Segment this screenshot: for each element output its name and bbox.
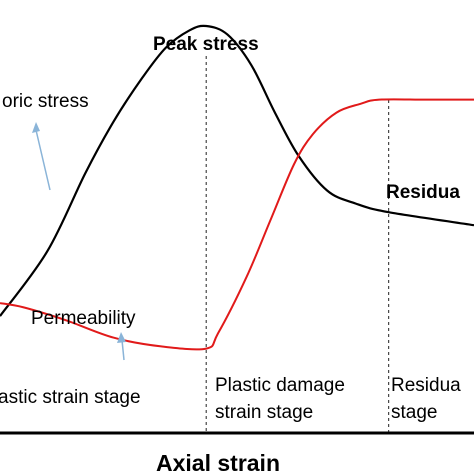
peak-stress-label: Peak stress (153, 34, 259, 55)
series-line-deviatoric-stress (0, 24, 474, 317)
stage-label-residual-line2: stage (391, 402, 437, 423)
stage-label-plastic-damage-line2: strain stage (215, 402, 313, 423)
series-line-permeability (0, 98, 474, 351)
stage-label-plastic-strain: astic strain stage (0, 387, 141, 408)
permeability-arrow (117, 332, 126, 361)
residual-stress-label: Residua (386, 182, 460, 203)
stage-boundaries (205, 56, 390, 433)
deviatoric-arrow (32, 122, 51, 191)
x-axis-label: Axial strain (156, 450, 280, 474)
permeability-label: Permeability (31, 308, 136, 329)
stage-label-residual-line1: Residua (391, 375, 461, 396)
deviatoric-stress-label: oric stress (2, 91, 89, 112)
stage-label-plastic-damage-line1: Plastic damage (215, 375, 345, 396)
